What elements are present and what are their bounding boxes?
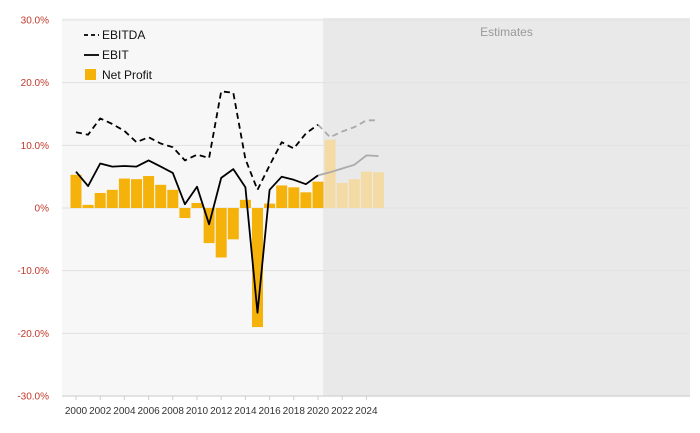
net-profit-bar	[276, 185, 288, 208]
net-profit-bar	[70, 174, 82, 208]
net-profit-bar	[215, 208, 227, 258]
ebitda-line	[75, 90, 319, 191]
net-profit-bar	[143, 176, 155, 208]
net-profit-bar	[94, 192, 106, 208]
net-profit-bar	[82, 204, 94, 208]
net-profit-bar	[288, 187, 300, 208]
y-axis: 30.0% 20.0% 10.0% 0% -10.0% -20.0% -30.0%	[17, 16, 49, 403]
y-tick-label: 0%	[35, 204, 50, 215]
x-tick-label: 2022	[331, 406, 354, 417]
net-profit-bars	[70, 139, 384, 328]
x-tick-label: 2004	[113, 406, 136, 417]
x-tick-label: 2006	[137, 406, 160, 417]
net-profit-bar	[252, 208, 263, 328]
legend-label-ebitda: EBITDA	[102, 28, 145, 42]
x-tick-label: 2016	[258, 406, 281, 417]
net-profit-bar	[167, 189, 179, 208]
y-tick-label: -20.0%	[17, 329, 49, 340]
net-profit-bar	[300, 192, 312, 208]
net-profit-bar	[264, 203, 276, 208]
x-tick-label: 2008	[162, 406, 185, 417]
y-tick-label: 20.0%	[21, 78, 49, 89]
legend-label-ebit: EBIT	[102, 48, 129, 62]
net-profit-bar	[227, 208, 239, 240]
net-profit-bar	[348, 179, 360, 208]
grid	[62, 19, 690, 397]
x-tick-label: 2024	[355, 406, 378, 417]
net-profit-bar	[324, 139, 336, 208]
series-lines	[75, 90, 379, 314]
net-profit-bar	[203, 208, 215, 244]
net-profit-bar	[360, 171, 372, 208]
x-tick-label: 2018	[283, 406, 306, 417]
net-profit-bar	[239, 199, 251, 208]
y-tick-label: -10.0%	[17, 266, 49, 277]
net-profit-bar	[191, 202, 203, 208]
net-profit-bar	[373, 172, 384, 208]
y-tick-label: -30.0%	[17, 392, 49, 403]
x-axis: 2000 2002 2004 2006 2008 2010 2012 2014 2016 2018…	[65, 396, 378, 417]
net-profit-bar	[179, 208, 191, 219]
x-tick-label: 2012	[210, 406, 233, 417]
x-tick-label: 2020	[307, 406, 330, 417]
legend-label-net-profit: Net Profit	[102, 68, 153, 82]
net-profit-bar	[106, 189, 118, 208]
x-tick-label: 2002	[89, 406, 112, 417]
net-profit-bar	[131, 179, 142, 208]
net-profit-bar	[336, 182, 348, 208]
net-profit-bar	[155, 184, 167, 208]
y-tick-label: 30.0%	[21, 16, 49, 27]
ebitda-estimate-line	[317, 119, 379, 139]
legend-swatch-net-profit	[85, 69, 96, 80]
x-tick-label: 2000	[65, 406, 88, 417]
x-tick-label: 2014	[234, 406, 257, 417]
net-profit-bar	[312, 181, 324, 208]
ebit-line	[75, 159, 319, 314]
x-tick-label: 2010	[186, 406, 209, 417]
legend: EBITDA EBIT Net Profit	[84, 28, 153, 82]
estimates-label: Estimates	[480, 25, 533, 39]
ebit-estimate-line	[317, 154, 379, 177]
net-profit-bar	[118, 178, 130, 208]
y-tick-label: 10.0%	[21, 141, 49, 152]
